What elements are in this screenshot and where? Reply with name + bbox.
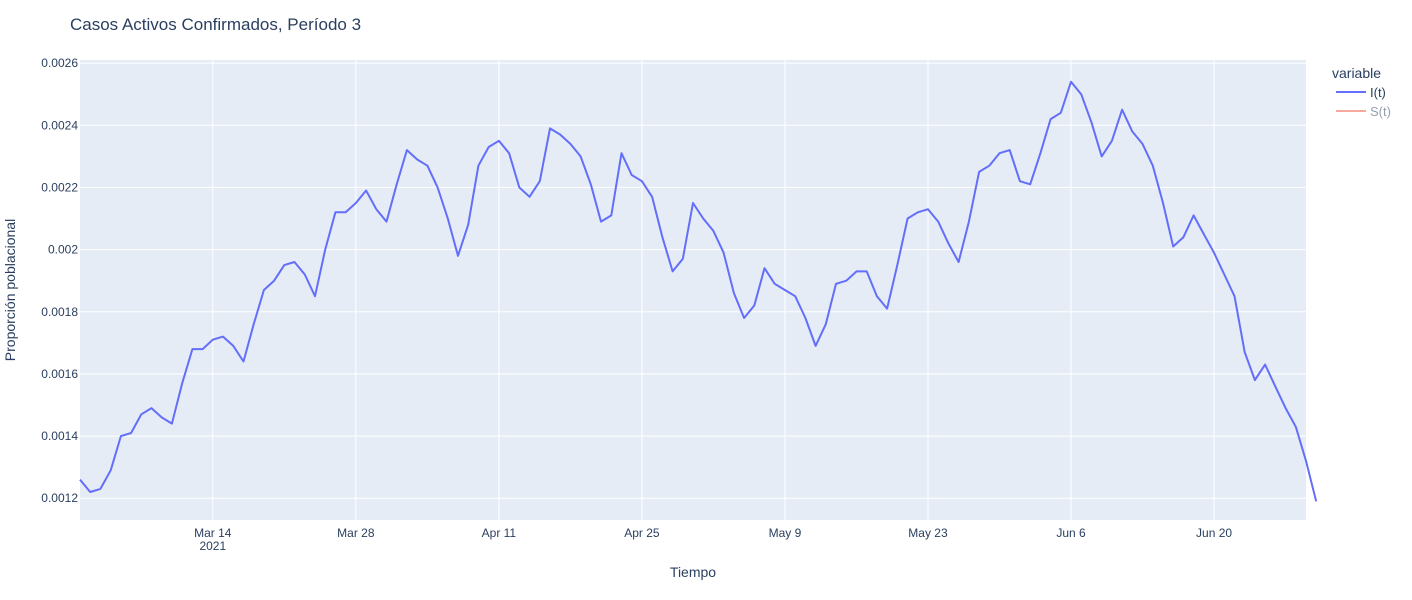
chart-title: Casos Activos Confirmados, Período 3 xyxy=(70,15,361,34)
y-tick-label: 0.0012 xyxy=(41,491,78,505)
plot-area[interactable] xyxy=(80,60,1306,520)
x-tick-label: Apr 11 xyxy=(482,526,517,540)
y-axis-title: Proporción poblacional xyxy=(2,219,18,361)
y-tick-label: 0.0016 xyxy=(41,367,78,381)
x-tick-label: May 23 xyxy=(908,526,948,540)
legend-label-s: S(t) xyxy=(1370,104,1391,119)
legend: variable I(t) S(t) xyxy=(1332,65,1391,119)
y-tick-label: 0.0024 xyxy=(41,118,78,132)
y-tick-label: 0.0014 xyxy=(41,429,78,443)
x-tick-label: May 9 xyxy=(769,526,802,540)
x-tick-year-label: 2021 xyxy=(199,539,226,553)
x-axis-title: Tiempo xyxy=(670,564,716,580)
y-axis-ticks: 0.0012 0.0014 0.0016 0.0018 0.002 0.0022 0.002… xyxy=(41,56,78,505)
x-tick-label: Jun 6 xyxy=(1056,526,1086,540)
grid-lines xyxy=(80,60,1306,520)
x-tick-label: Jun 20 xyxy=(1196,526,1232,540)
legend-title: variable xyxy=(1332,65,1381,81)
legend-item-s[interactable]: S(t) xyxy=(1336,104,1391,119)
x-tick-label: Mar 28 xyxy=(337,526,375,540)
series-layer xyxy=(79,80,1318,502)
y-tick-label: 0.0018 xyxy=(41,305,78,319)
legend-label-i: I(t) xyxy=(1370,85,1386,100)
x-tick-label: Mar 14 xyxy=(194,526,232,540)
y-tick-label: 0.0022 xyxy=(41,180,78,194)
x-tick-label: Apr 25 xyxy=(624,526,660,540)
y-tick-label: 0.002 xyxy=(48,243,78,257)
series-line-i[interactable] xyxy=(79,80,1318,502)
legend-item-i[interactable]: I(t) xyxy=(1336,85,1386,100)
y-tick-label: 0.0026 xyxy=(41,56,78,70)
